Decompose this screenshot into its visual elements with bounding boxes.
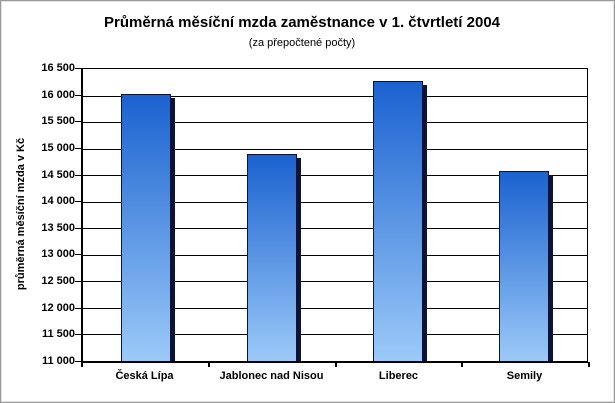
gridline (83, 149, 587, 150)
y-axis-tick (75, 228, 81, 229)
gridline (83, 175, 587, 176)
category-label: Semily (506, 370, 543, 382)
y-axis-tick (75, 254, 81, 255)
plot-area (81, 68, 588, 363)
y-tick-label: 16 500 (41, 62, 75, 74)
y-axis-tick (75, 281, 81, 282)
x-axis-tick (461, 362, 463, 367)
y-tick-label: 16 000 (41, 89, 75, 101)
y-tick-label: 15 000 (41, 142, 75, 154)
y-tick-label: 14 000 (41, 195, 75, 207)
y-axis-tick (75, 361, 81, 362)
y-tick-label: 13 000 (41, 248, 75, 260)
gridline (83, 334, 587, 335)
x-axis-tick (335, 362, 337, 367)
bar (499, 171, 549, 361)
gridline (83, 281, 587, 282)
y-axis-tick (75, 148, 81, 149)
y-axis-tick (75, 95, 81, 96)
chart-subtitle: (za přepočtené počty) (248, 37, 356, 49)
y-axis-tick (75, 308, 81, 309)
y-tick-label: 13 500 (41, 222, 75, 234)
x-axis-tick (81, 362, 83, 367)
y-tick-label: 15 500 (41, 115, 75, 127)
y-tick-label: 14 500 (41, 169, 75, 181)
y-axis-tick (75, 68, 81, 69)
y-axis-tick (75, 121, 81, 122)
y-tick-label: 12 000 (41, 302, 75, 314)
gridline (83, 255, 587, 256)
y-axis-tick (75, 201, 81, 202)
y-tick-label: 11 500 (41, 328, 75, 340)
category-label: Česká Lípa (115, 370, 174, 382)
category-label: Jablonec nad Nisou (219, 370, 324, 382)
y-axis-title: průměrná měsíční mzda v Kč (15, 137, 27, 291)
y-tick-label: 12 500 (41, 275, 75, 287)
gridline (83, 308, 587, 309)
chart-title: Průměrná měsíční mzda zaměstnance v 1. č… (103, 14, 501, 31)
x-axis-tick (208, 362, 210, 367)
y-tick-label: 11 000 (41, 355, 75, 367)
bar (247, 154, 297, 361)
gridline (83, 228, 587, 229)
bar (373, 81, 423, 361)
category-label: Liberec (378, 370, 419, 382)
gridline (83, 122, 587, 123)
gridline (83, 202, 587, 203)
y-axis-tick (75, 175, 81, 176)
bar (121, 94, 171, 361)
gridline (83, 96, 587, 97)
x-axis-tick (588, 362, 590, 367)
y-axis-tick (75, 334, 81, 335)
